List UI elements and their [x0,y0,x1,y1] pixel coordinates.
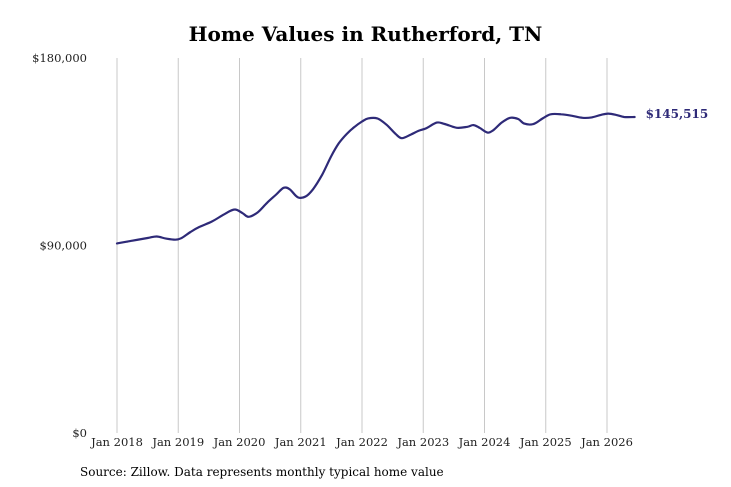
x-tick-label: Jan 2023 [396,435,449,449]
x-axis-ticks: Jan 2018 Jan 2019 Jan 2020 Jan 2021 Jan 2022… [90,435,633,449]
x-tick-label: Jan 2021 [274,435,327,449]
x-tick-label: Jan 2025 [519,435,572,449]
x-tick-label: Jan 2019 [151,435,204,449]
series-line [115,112,636,245]
x-tick-label: Jan 2026 [580,435,633,449]
y-tick-label: $0 [72,426,87,440]
x-tick-label: Jan 2018 [90,435,143,449]
x-tick-label: Jan 2020 [213,435,266,449]
y-tick-label: $180,000 [32,51,87,65]
source-note: Source: Zillow. Data represents monthly … [80,465,444,479]
chart-title: Home Values in Rutherford, TN [188,22,543,46]
x-tick-label: Jan 2024 [458,435,511,449]
x-tick-label: Jan 2022 [335,435,388,449]
y-tick-label: $90,000 [39,239,87,253]
y-axis-ticks: $0 $90,000 $180,000 [32,51,87,440]
last-value-label: $145,515 [646,107,709,121]
vertical-gridlines [116,58,608,433]
